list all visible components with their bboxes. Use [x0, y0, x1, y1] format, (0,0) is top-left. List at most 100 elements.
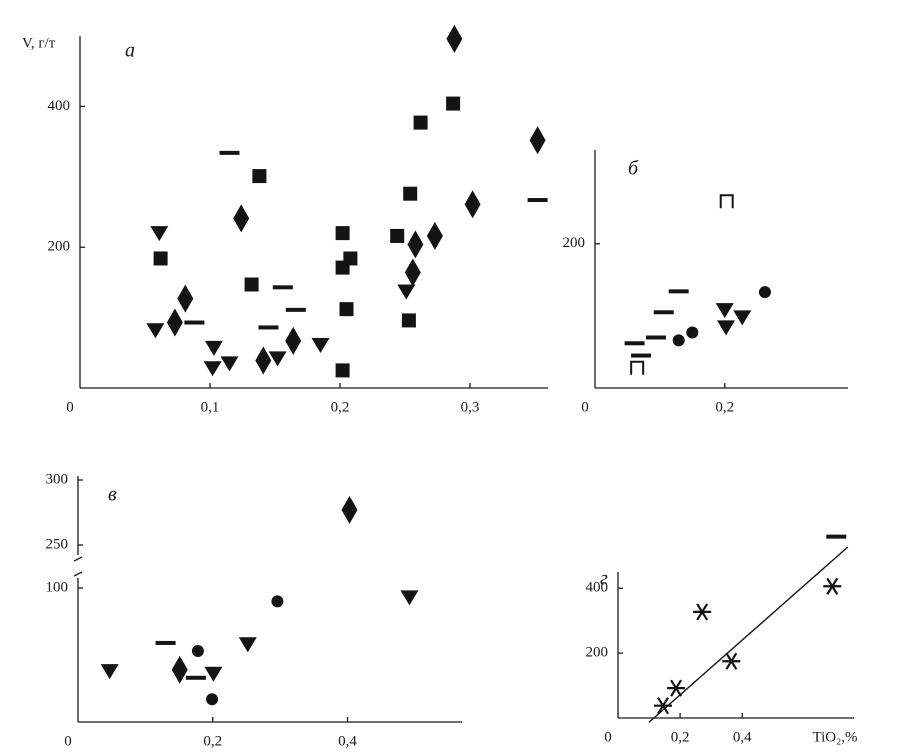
point	[255, 346, 272, 375]
y-tick-label: 250	[46, 536, 69, 552]
point	[177, 284, 194, 313]
point	[271, 595, 284, 608]
point	[446, 96, 461, 111]
point	[285, 326, 302, 355]
point	[413, 115, 428, 130]
fit-line	[648, 546, 849, 723]
axis-break	[73, 556, 83, 562]
panel: 0 0,2 0,4 100 250 300 в	[46, 471, 462, 749]
point	[400, 590, 419, 606]
point	[758, 286, 771, 299]
y-tick-label: 200	[586, 645, 609, 661]
point	[631, 353, 652, 358]
point	[426, 221, 443, 250]
point	[233, 204, 250, 233]
point	[624, 341, 645, 346]
point	[166, 308, 183, 337]
point	[203, 361, 222, 377]
y-tick-label: 300	[46, 471, 69, 487]
point	[715, 303, 734, 319]
point	[171, 655, 188, 684]
x-tick-label: 0	[64, 733, 72, 749]
y-tick-label: 200	[48, 239, 71, 255]
point	[826, 534, 847, 539]
point	[686, 326, 699, 339]
x-tick-label: 0	[66, 399, 74, 415]
point	[206, 693, 219, 706]
point	[268, 351, 287, 367]
point	[446, 24, 463, 53]
panel-label: а	[125, 40, 135, 62]
point	[403, 186, 418, 201]
point	[335, 363, 350, 378]
point	[717, 320, 736, 336]
panel: 0 0,2 200 б	[563, 150, 848, 415]
point	[238, 637, 257, 653]
point	[204, 666, 223, 682]
point	[654, 697, 673, 715]
point	[220, 356, 239, 372]
point	[184, 320, 205, 325]
point	[672, 334, 685, 347]
point	[155, 640, 176, 645]
point	[339, 302, 354, 317]
point	[823, 577, 842, 595]
panel-label: б	[628, 158, 639, 180]
point	[311, 338, 330, 354]
point	[401, 313, 416, 328]
x-axis-label: TiO₂,%	[812, 729, 857, 745]
point	[285, 307, 306, 312]
point	[100, 664, 119, 680]
point	[733, 310, 752, 326]
point	[335, 226, 350, 241]
point	[219, 150, 240, 155]
point	[667, 679, 686, 697]
panel-label: в	[108, 484, 117, 506]
x-tick-label: 0,1	[201, 399, 220, 415]
point	[464, 190, 481, 219]
point	[397, 284, 416, 300]
x-tick-label: 0,2	[203, 733, 222, 749]
y-tick-label: 200	[563, 235, 586, 251]
panel: 0 0,1 0,2 0,3 200 400 а V, г/т	[22, 24, 548, 415]
x-tick-label: 0,3	[461, 399, 480, 415]
x-tick-label: 0,2	[671, 729, 690, 745]
point	[204, 340, 223, 356]
point	[668, 289, 689, 294]
point	[653, 310, 674, 315]
y-axis-label: V, г/т	[22, 35, 56, 51]
point	[645, 335, 666, 340]
point	[693, 603, 712, 621]
point	[722, 652, 741, 670]
point	[390, 228, 405, 243]
x-tick-label: 0,4	[733, 729, 752, 745]
x-tick-label: 0	[581, 399, 589, 415]
y-tick-label: 100	[46, 579, 69, 595]
point	[272, 285, 293, 290]
x-tick-label: 0,2	[715, 399, 734, 415]
point	[244, 277, 259, 292]
panel-label: г	[600, 568, 608, 590]
point	[529, 126, 546, 155]
point	[343, 251, 358, 266]
x-tick-label: 0,4	[338, 733, 357, 749]
point	[185, 675, 206, 680]
point	[191, 644, 204, 657]
point	[404, 258, 421, 287]
point	[407, 230, 424, 259]
point	[150, 226, 169, 242]
axis-break	[73, 571, 83, 577]
point	[630, 360, 645, 375]
x-tick-label: 0	[604, 729, 612, 745]
y-tick-label: 400	[48, 98, 71, 114]
y-tick-label: 400	[586, 580, 609, 596]
point	[719, 194, 734, 209]
point	[153, 251, 168, 266]
point	[252, 169, 267, 184]
point	[258, 325, 279, 330]
point	[341, 495, 358, 524]
point	[146, 323, 165, 339]
x-tick-label: 0,2	[331, 399, 350, 415]
